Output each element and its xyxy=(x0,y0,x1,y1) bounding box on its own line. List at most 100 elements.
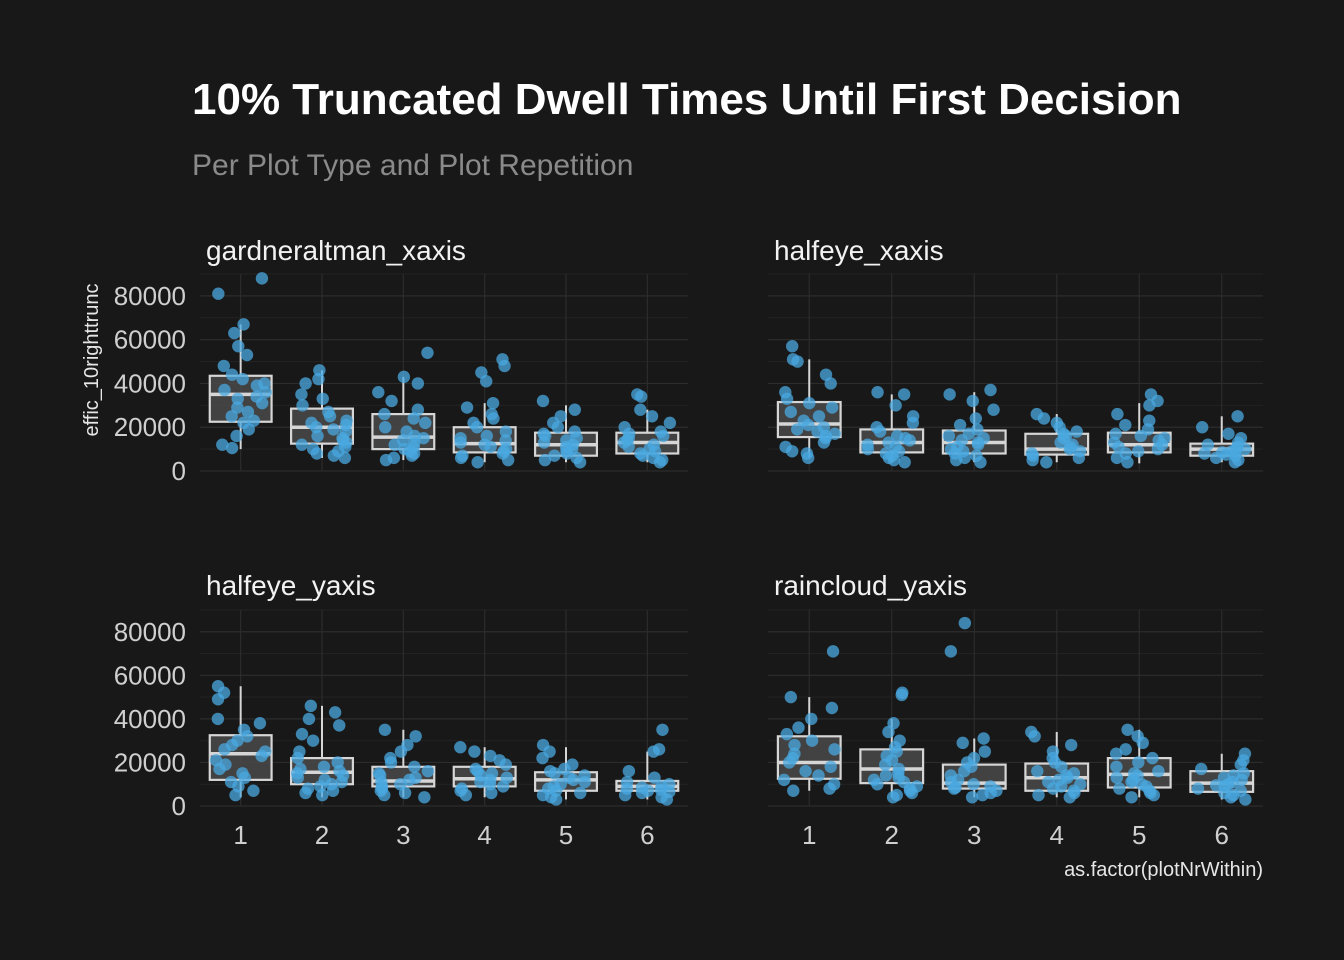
data-point xyxy=(906,416,920,430)
data-point xyxy=(887,453,901,467)
data-point xyxy=(499,758,512,771)
y-tick-label: 20000 xyxy=(114,412,186,442)
data-point xyxy=(653,456,667,469)
data-point xyxy=(255,272,269,285)
data-point xyxy=(648,771,661,784)
data-point xyxy=(1121,456,1134,469)
data-point xyxy=(828,743,841,756)
data-point xyxy=(411,377,425,390)
data-point xyxy=(454,436,467,449)
data-point xyxy=(1235,773,1248,787)
data-point xyxy=(1136,736,1149,750)
data-point xyxy=(786,340,799,353)
data-point xyxy=(327,449,341,462)
facet-panel-gardneraltman_xaxis: gardneraltman_xaxis 0 20000 40000 60000 80000 xyxy=(114,235,688,486)
data-point xyxy=(805,734,819,747)
data-point xyxy=(250,379,264,392)
data-point xyxy=(1239,793,1252,806)
data-point xyxy=(212,287,225,300)
data-point xyxy=(812,410,826,423)
x-tick-label: 2 xyxy=(315,820,329,850)
x-axis-label: as.factor(plotNrWithin) xyxy=(1064,859,1263,881)
data-point xyxy=(242,423,255,436)
data-point xyxy=(1047,782,1060,795)
x-tick-label: 1 xyxy=(802,820,816,850)
data-point xyxy=(969,412,983,425)
data-point xyxy=(408,760,421,773)
data-point xyxy=(824,377,837,390)
data-point xyxy=(421,764,435,778)
data-point xyxy=(409,730,422,743)
data-point xyxy=(479,375,493,388)
data-point xyxy=(484,440,497,454)
data-point xyxy=(898,456,911,469)
data-point xyxy=(419,416,432,430)
data-point xyxy=(241,730,254,743)
data-point xyxy=(799,764,812,778)
data-point xyxy=(634,403,647,416)
data-point xyxy=(805,712,818,726)
data-point xyxy=(240,348,254,362)
data-point xyxy=(388,438,401,451)
data-point xyxy=(903,434,916,447)
chart-subtitle: Per Plot Type and Plot Repetition xyxy=(192,149,633,182)
data-point xyxy=(335,775,348,789)
data-point xyxy=(211,712,225,726)
data-point xyxy=(295,438,309,451)
data-point xyxy=(645,410,659,423)
data-point xyxy=(247,784,260,797)
data-point xyxy=(956,736,969,750)
data-point xyxy=(978,745,992,758)
data-point xyxy=(958,764,971,778)
data-point xyxy=(1031,764,1044,778)
facet-panel-halfeye_yaxis: halfeye_yaxis 0 20000 40000 60000 80000 1 2 3 4 5 6 xyxy=(114,570,688,850)
data-point xyxy=(501,453,515,467)
data-point xyxy=(871,386,884,399)
data-point xyxy=(1110,451,1124,465)
data-point xyxy=(635,390,648,403)
data-point xyxy=(622,440,635,454)
data-point xyxy=(1239,442,1252,456)
data-point xyxy=(1231,410,1244,423)
data-point xyxy=(474,775,487,789)
data-point xyxy=(825,701,839,715)
data-point xyxy=(211,693,225,706)
data-point xyxy=(1198,447,1211,460)
data-point xyxy=(1220,448,1233,461)
data-point xyxy=(942,429,956,443)
data-point xyxy=(861,442,875,456)
data-point xyxy=(468,745,481,758)
data-point xyxy=(225,410,238,423)
data-point xyxy=(328,706,342,719)
y-tick-label: 40000 xyxy=(114,368,186,398)
data-point xyxy=(1054,436,1067,449)
data-point xyxy=(897,388,911,401)
data-point xyxy=(780,727,794,741)
data-point xyxy=(1063,442,1076,456)
data-point xyxy=(943,388,956,401)
data-point xyxy=(218,383,231,397)
data-point xyxy=(232,340,245,353)
data-point xyxy=(1132,445,1145,458)
data-point xyxy=(484,749,497,763)
data-point xyxy=(306,734,320,747)
data-point xyxy=(378,723,392,736)
data-point xyxy=(372,386,385,399)
data-point xyxy=(1037,412,1051,425)
data-point xyxy=(470,421,484,434)
data-point xyxy=(1026,453,1039,467)
data-point xyxy=(323,410,337,423)
data-point xyxy=(944,645,958,658)
data-point xyxy=(1121,723,1134,736)
data-point xyxy=(213,762,226,776)
data-point xyxy=(636,449,649,462)
data-point xyxy=(1209,451,1223,465)
data-point xyxy=(1040,456,1053,469)
data-point xyxy=(1110,771,1124,784)
data-point xyxy=(987,403,1000,416)
data-point xyxy=(1110,760,1123,773)
data-point xyxy=(785,445,799,458)
data-point xyxy=(971,438,985,451)
